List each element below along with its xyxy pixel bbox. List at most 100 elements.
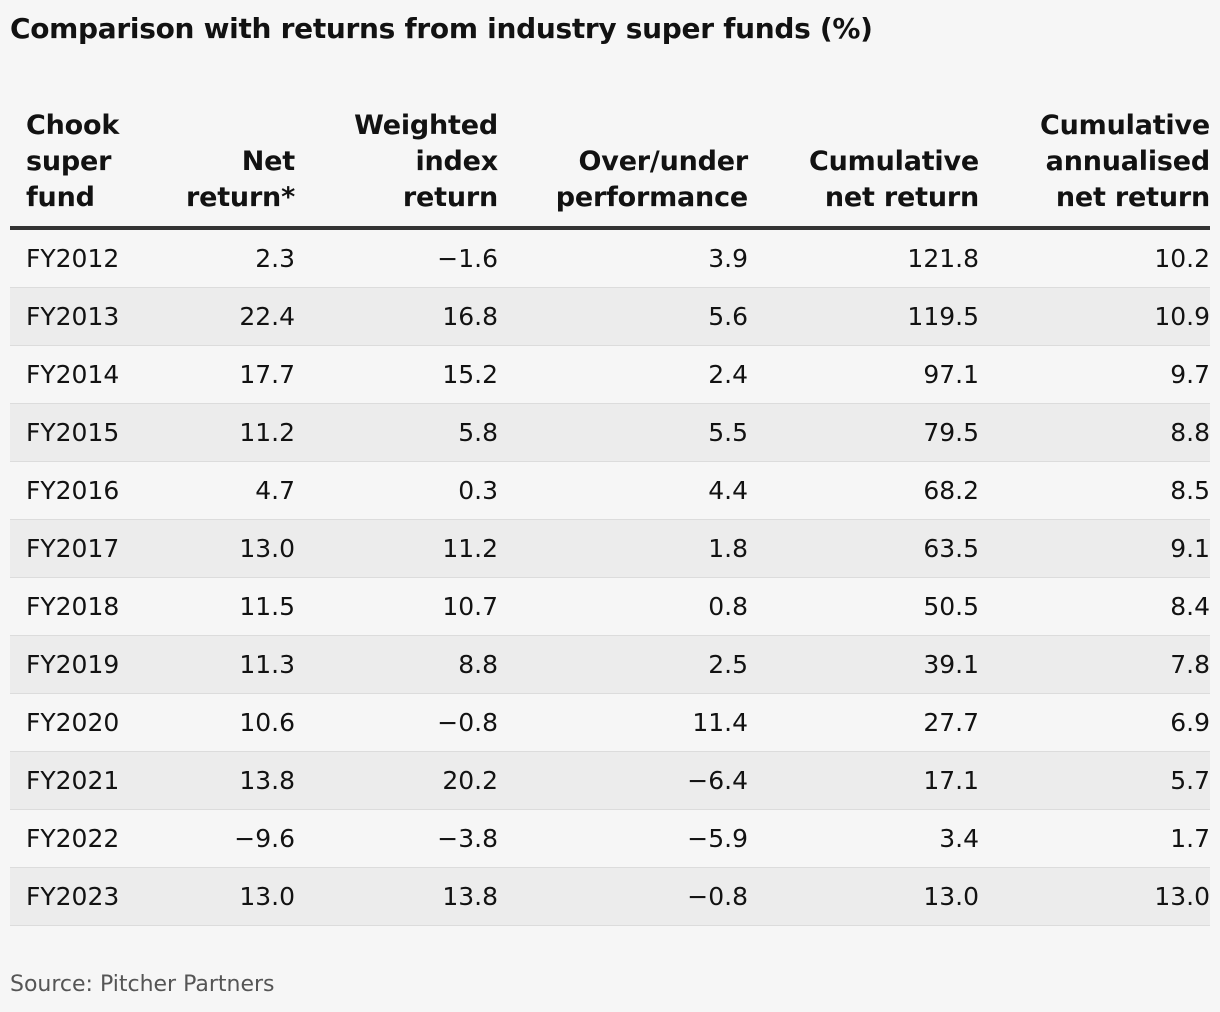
value-cell: 10.9: [979, 287, 1210, 346]
value-cell: −9.6: [130, 809, 295, 868]
value-cell: −1.6: [295, 228, 498, 288]
value-cell: 39.1: [748, 635, 979, 694]
value-cell: 27.7: [748, 693, 979, 752]
header-line: Net: [241, 146, 295, 177]
net-return-header: Net return*: [130, 100, 295, 230]
value-cell: 11.5: [130, 577, 295, 636]
row-label-cell: FY2017: [10, 519, 130, 578]
row-label-cell: FY2020: [10, 693, 130, 752]
cumulative-net-return-header: Cumulative net return: [748, 100, 979, 230]
table-row: FY2018 11.5 10.7 0.8 50.5 8.4: [10, 577, 1210, 636]
value-cell: 0.3: [295, 461, 498, 520]
value-cell: 2.3: [130, 228, 295, 288]
value-cell: 13.8: [130, 751, 295, 810]
value-cell: 119.5: [748, 287, 979, 346]
value-cell: 68.2: [748, 461, 979, 520]
value-cell: 2.4: [498, 345, 748, 404]
value-cell: 11.2: [130, 403, 295, 462]
value-cell: 8.8: [979, 403, 1210, 462]
value-cell: 6.9: [979, 693, 1210, 752]
value-cell: 5.5: [498, 403, 748, 462]
value-cell: 0.8: [498, 577, 748, 636]
value-cell: 9.7: [979, 345, 1210, 404]
table-row: FY2022 −9.6 −3.8 −5.9 3.4 1.7: [10, 809, 1210, 868]
value-cell: 10.2: [979, 228, 1210, 288]
table-row: FY2012 2.3 −1.6 3.9 121.8 10.2: [10, 228, 1210, 288]
value-cell: 8.5: [979, 461, 1210, 520]
header-line: return*: [185, 182, 295, 213]
value-cell: 17.1: [748, 751, 979, 810]
table-row: FY2021 13.8 20.2 −6.4 17.1 5.7: [10, 751, 1210, 810]
row-label-cell: FY2016: [10, 461, 130, 520]
header-line: index: [415, 146, 498, 177]
header-line: Cumulative: [809, 146, 979, 177]
header-line: performance: [555, 182, 748, 213]
value-cell: 17.7: [130, 345, 295, 404]
header-row: Chook super fund Net return* Weighted index ret…: [10, 100, 1210, 230]
value-cell: 5.8: [295, 403, 498, 462]
header-line: Cumulative: [1040, 110, 1210, 141]
value-cell: 7.8: [979, 635, 1210, 694]
value-cell: 16.8: [295, 287, 498, 346]
header-line: fund: [26, 182, 95, 213]
value-cell: 1.7: [979, 809, 1210, 868]
value-cell: −5.9: [498, 809, 748, 868]
value-cell: 50.5: [748, 577, 979, 636]
weighted-index-return-header: Weighted index return: [295, 100, 498, 230]
value-cell: 10.6: [130, 693, 295, 752]
value-cell: 11.2: [295, 519, 498, 578]
table-body: FY2012 2.3 −1.6 3.9 121.8 10.2 FY2013 22.4 16.8 5…: [10, 228, 1210, 926]
value-cell: 11.3: [130, 635, 295, 694]
value-cell: 10.7: [295, 577, 498, 636]
value-cell: 20.2: [295, 751, 498, 810]
value-cell: 11.4: [498, 693, 748, 752]
table-row: FY2020 10.6 −0.8 11.4 27.7 6.9: [10, 693, 1210, 752]
value-cell: 13.0: [130, 867, 295, 926]
row-label-cell: FY2023: [10, 867, 130, 926]
cumulative-annualised-net-return-header: Cumulative annualised net return: [979, 100, 1210, 230]
fund-header: Chook super fund: [10, 100, 130, 230]
value-cell: 8.8: [295, 635, 498, 694]
value-cell: 3.4: [748, 809, 979, 868]
header-line: super: [26, 146, 112, 177]
value-cell: 13.0: [130, 519, 295, 578]
table-header: Chook super fund Net return* Weighted index ret…: [10, 100, 1210, 230]
value-cell: 13.8: [295, 867, 498, 926]
header-line: net return: [824, 182, 979, 213]
row-label-cell: FY2013: [10, 287, 130, 346]
row-label-cell: FY2014: [10, 345, 130, 404]
header-line: Over/under: [578, 146, 749, 177]
value-cell: 13.0: [979, 867, 1210, 926]
table-row: FY2023 13.0 13.8 −0.8 13.0 13.0: [10, 867, 1210, 926]
row-label-cell: FY2019: [10, 635, 130, 694]
row-label-cell: FY2022: [10, 809, 130, 868]
row-label-cell: FY2018: [10, 577, 130, 636]
table-row: FY2013 22.4 16.8 5.6 119.5 10.9: [10, 287, 1210, 346]
value-cell: 22.4: [130, 287, 295, 346]
source-note: Source: Pitcher Partners: [10, 972, 275, 997]
value-cell: 15.2: [295, 345, 498, 404]
value-cell: 4.7: [130, 461, 295, 520]
value-cell: −3.8: [295, 809, 498, 868]
value-cell: 121.8: [748, 228, 979, 288]
value-cell: 5.7: [979, 751, 1210, 810]
table-row: FY2016 4.7 0.3 4.4 68.2 8.5: [10, 461, 1210, 520]
header-line: Chook: [26, 110, 120, 141]
value-cell: 4.4: [498, 461, 748, 520]
table-row: FY2014 17.7 15.2 2.4 97.1 9.7: [10, 345, 1210, 404]
header-line: net return: [1055, 182, 1210, 213]
value-cell: 79.5: [748, 403, 979, 462]
row-label-cell: FY2012: [10, 228, 130, 288]
row-label-cell: FY2021: [10, 751, 130, 810]
value-cell: 8.4: [979, 577, 1210, 636]
value-cell: −0.8: [295, 693, 498, 752]
value-cell: −0.8: [498, 867, 748, 926]
value-cell: 3.9: [498, 228, 748, 288]
value-cell: 9.1: [979, 519, 1210, 578]
chart-title: Comparison with returns from industry su…: [10, 12, 873, 45]
table-row: FY2015 11.2 5.8 5.5 79.5 8.8: [10, 403, 1210, 462]
value-cell: 2.5: [498, 635, 748, 694]
value-cell: 63.5: [748, 519, 979, 578]
value-cell: −6.4: [498, 751, 748, 810]
header-line: return: [402, 182, 498, 213]
